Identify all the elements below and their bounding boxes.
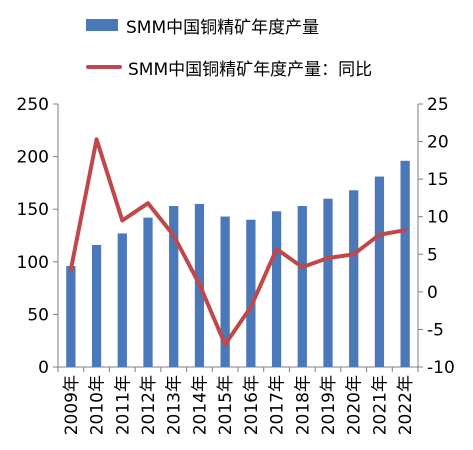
x-tick-label: 2009年	[62, 375, 82, 435]
yoy-point	[223, 342, 227, 346]
bar	[220, 216, 230, 367]
yoy-point	[300, 265, 304, 269]
x-tick-label: 2022年	[396, 375, 416, 435]
x-tick-label: 2011年	[113, 375, 133, 435]
y-left-tick-label: 150	[17, 200, 49, 220]
x-tick-label: 2019年	[319, 375, 339, 435]
bar	[169, 206, 179, 367]
y-left-tick-label: 250	[17, 95, 49, 115]
bar	[349, 190, 359, 367]
x-tick-label: 2020年	[345, 375, 365, 435]
y-right-tick-label: -5	[427, 320, 444, 340]
legend-item-yoy: SMM中国铜精矿年度产量：同比	[86, 56, 373, 80]
y-left-tick-label: 0	[38, 358, 49, 378]
x-tick-label: 2014年	[190, 375, 210, 435]
yoy-point	[377, 233, 381, 237]
yoy-point	[249, 305, 253, 309]
y-right-tick-label: 10	[427, 208, 449, 228]
y-right-tick-label: 15	[427, 170, 449, 190]
yoy-point	[120, 218, 124, 222]
bar	[117, 233, 127, 367]
y-right-tick-label: -10	[427, 358, 455, 378]
y-left-tick-label: 200	[17, 148, 49, 168]
x-tick-label: 2016年	[242, 375, 262, 435]
bar	[400, 160, 410, 367]
bar	[91, 244, 102, 367]
yoy-point	[352, 252, 356, 256]
yoy-point	[197, 282, 201, 286]
yoy-line	[68, 137, 408, 347]
x-tick-label: 2021年	[370, 375, 390, 435]
y-right-tick-label: 25	[427, 95, 449, 115]
yoy-point	[275, 247, 279, 251]
yoy-point	[172, 234, 176, 237]
x-tick-label: 2012年	[139, 375, 159, 435]
bar	[66, 266, 76, 367]
y-left-tick-label: 100	[17, 253, 49, 273]
bar	[271, 211, 282, 367]
legend-label-production: SMM中国铜精矿年度产量	[126, 17, 320, 38]
yoy-point	[146, 201, 150, 205]
legend-label-yoy: SMM中国铜精矿年度产量：同比	[128, 59, 373, 80]
x-tick-label: 2013年	[165, 375, 185, 435]
yoy-point	[326, 256, 330, 260]
y-right-tick-label: 5	[427, 245, 438, 265]
y-right-tick-label: 0	[427, 283, 438, 303]
x-tick-label: 2010年	[88, 375, 108, 435]
yoy-point	[69, 267, 73, 271]
yoy-point	[403, 228, 407, 232]
x-tick-label: 2017年	[268, 375, 288, 435]
bar	[143, 217, 153, 367]
bar	[374, 176, 385, 367]
legend-bar-swatch	[86, 19, 118, 31]
legend-item-production: SMM中国铜精矿年度产量	[86, 14, 372, 38]
yoy-point	[95, 137, 99, 141]
y-left-tick-label: 50	[27, 305, 49, 325]
bar	[246, 219, 256, 367]
bar	[323, 198, 333, 367]
legend-line-swatch	[86, 65, 122, 69]
legend: SMM中国铜精矿年度产量 SMM中国铜精矿年度产量：同比	[86, 14, 372, 98]
bar	[297, 206, 307, 367]
y-right-tick-label: 20	[427, 133, 449, 153]
x-tick-label: 2018年	[293, 375, 313, 435]
x-tick-label: 2015年	[216, 375, 236, 435]
